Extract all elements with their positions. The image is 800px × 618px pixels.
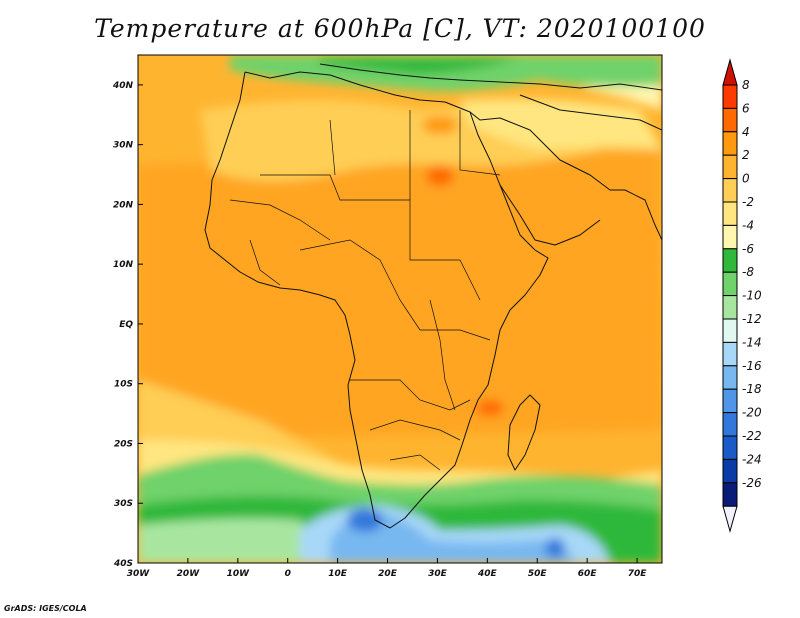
arabia-coastline (469, 111, 662, 241)
colorbar-label: 4 (742, 125, 750, 139)
x-tick-label: 30E (428, 569, 448, 579)
longitude-axis: 30W 20W 10W 0 10E 20E 30E 40E 50E 60E 70E (127, 558, 647, 579)
x-tick-label: 50E (528, 569, 548, 579)
y-tick-label: EQ (119, 320, 133, 330)
colorbar-label: 6 (742, 101, 750, 115)
colorbar: 8 6 4 2 0 -2 -4 -6 -8 -10 -12 -14 -16 -18 -20 -22 -24 -26 (722, 58, 762, 534)
colorbar-swatch (722, 224, 738, 250)
grads-credit: GrADS: IGES/COLA (4, 604, 87, 613)
temperature-field (138, 55, 662, 563)
colorbar-swatch (722, 412, 738, 437)
orange-interior-band (138, 150, 662, 440)
colorbar-swatch (722, 295, 738, 320)
colorbar-label: -22 (742, 429, 762, 443)
warm-spot-egypt (422, 116, 458, 134)
hot-spot-sudan (426, 166, 454, 186)
map-title: Temperature at 600hPa [C], VT: 202010010… (94, 14, 706, 43)
colorbar-label: -16 (742, 359, 762, 373)
y-tick-label: 30S (114, 499, 133, 509)
border-line-2 (329, 110, 501, 200)
colorbar-label: -14 (742, 335, 762, 349)
colorbar-bottom-arrow (722, 505, 738, 534)
country-borders (229, 110, 501, 471)
x-tick-label: 70E (628, 569, 648, 579)
red-sea-coast (499, 184, 601, 246)
latitude-axis: 40N 30N 20N 10N EQ 10S 20S 30S 40S (112, 81, 143, 569)
y-tick-label: 30N (113, 141, 134, 151)
border-line-7 (429, 299, 456, 411)
colorbar-swatch (722, 341, 738, 367)
cold-trough-blue (330, 511, 575, 563)
southwest-light-green (138, 518, 330, 563)
cold-core-cape (347, 508, 383, 532)
coastlines (204, 63, 662, 529)
colorbar-swatch (722, 248, 738, 273)
colorbar-label: 8 (742, 78, 750, 92)
x-tick-label: 30W (127, 569, 151, 579)
colorbar-swatch (722, 388, 738, 414)
border-line-3 (299, 239, 491, 341)
mediterranean-dark-green (320, 58, 520, 74)
x-tick-label: 60E (578, 569, 598, 579)
pale-middle-east-region (460, 98, 662, 150)
colorbar-swatch (722, 365, 738, 390)
colorbar-label: -6 (742, 242, 754, 256)
border-line-5 (369, 419, 461, 471)
cold-core-southeast (545, 538, 565, 558)
border-line-4 (350, 379, 471, 411)
colorbar-label: -10 (742, 289, 762, 303)
colorbar-label: -2 (742, 195, 754, 209)
colorbar-swatch (722, 84, 738, 109)
colorbar-label: -24 (742, 452, 762, 466)
y-tick-label: 20S (114, 439, 133, 449)
colorbar-swatch (722, 154, 738, 180)
hot-spot-mozambique (476, 400, 504, 416)
colorbar-label: -4 (742, 218, 754, 232)
europe-coastline (319, 63, 662, 91)
border-line-6 (229, 199, 331, 286)
x-tick-label: 40E (477, 569, 498, 579)
y-tick-label: 10S (114, 380, 133, 390)
middle-east-borders (519, 94, 662, 131)
x-tick-label: 20W (177, 569, 201, 579)
colorbar-swatch (722, 107, 738, 133)
y-tick-label: 40N (112, 81, 134, 91)
colorbar-label: -20 (742, 406, 762, 420)
y-tick-label: 40S (113, 559, 133, 569)
colorbar-label: -26 (742, 476, 762, 490)
plot-frame (137, 54, 663, 564)
x-tick-label: 20E (378, 569, 398, 579)
x-tick-label: 0 (285, 569, 291, 579)
colorbar-label: 2 (742, 148, 750, 162)
colorbar-swatch (722, 318, 738, 343)
y-tick-label: 20N (113, 200, 134, 210)
y-tick-label: 10N (113, 260, 134, 270)
x-tick-label: 10E (328, 569, 348, 579)
colorbar-swatch (722, 201, 738, 226)
colorbar-swatch (722, 178, 738, 203)
colorbar-label: -8 (742, 265, 754, 279)
colorbar-label: -18 (742, 382, 762, 396)
madagascar-coastline (507, 394, 541, 471)
colorbar-swatch (722, 435, 738, 460)
x-tick-label: 10W (227, 569, 251, 579)
colorbar-swatch (722, 458, 738, 484)
colorbar-swatch (722, 131, 738, 156)
colorbar-swatch (722, 482, 738, 507)
colorbar-swatch (722, 271, 738, 297)
colorbar-label: 0 (742, 172, 750, 186)
colorbar-label: -12 (742, 312, 762, 326)
colorbar-top-arrow (722, 58, 738, 86)
